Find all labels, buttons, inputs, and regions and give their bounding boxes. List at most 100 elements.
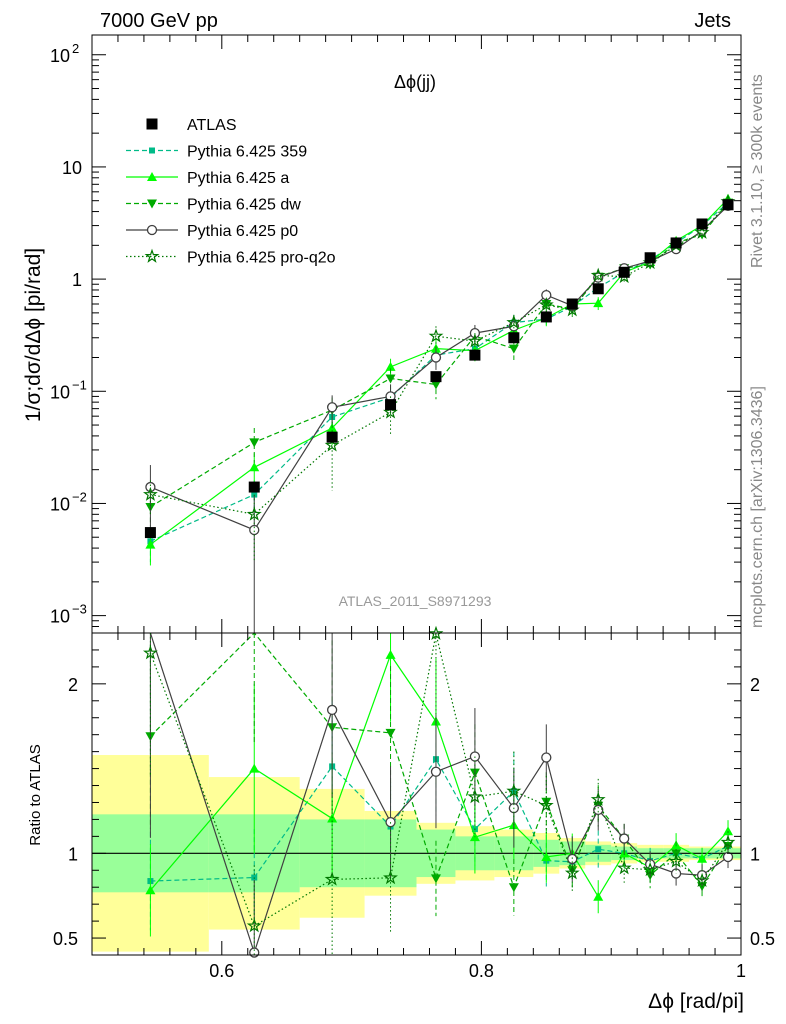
ratio-point [249,763,260,773]
ratio-point [595,846,602,853]
data-point [428,328,444,343]
ratio-y-tick-label-right: 1 [750,844,760,864]
ratio-y-tick-label: 1 [68,844,78,864]
ratio-point [508,883,519,893]
plot-label: Δϕ(jj) [394,72,436,92]
data-point [592,283,604,295]
data-point [383,404,398,419]
legend-label: Pythia 6.425 a [187,170,289,187]
ratio-point [642,861,658,877]
data-point [430,380,441,390]
data-point [538,296,554,312]
data-point [593,298,604,308]
data-point [590,267,606,282]
ratio-point [385,649,396,659]
data-point [670,237,682,249]
ratio-point [668,853,684,868]
ratio-line [150,758,729,882]
ratio-point [722,851,734,863]
data-point [142,486,158,501]
ratio-point [327,813,338,823]
data-point [385,361,396,371]
ratio-frame [91,632,742,956]
legend-marker [146,118,158,130]
series-line [150,201,729,515]
legend-marker [147,199,157,209]
data-point [385,399,397,411]
y-tick-exponent: −1 [72,377,87,392]
ratio-point [467,788,483,804]
data-point [566,298,578,310]
data-point [248,481,260,493]
data-point [251,491,258,498]
rivet-info: Rivet 3.1.10, ≥ 300k events [749,74,766,268]
mcplots-info: mcplots.cern.ch [arXiv:1306.3436] [749,386,766,628]
ratio-point [326,704,338,716]
data-point [326,431,338,443]
data-point [508,344,519,354]
ratio-point [697,853,708,863]
ratio-point [616,860,632,875]
analysis-id: ATLAS_2011_S8971293 [339,593,492,609]
legend-marker [146,224,158,236]
legend: ATLAS Pythia 6.425 359 Pythia 6.425 a Pythi… [126,117,336,267]
x-axis-label: Δϕ [rad/pi] [648,990,744,1013]
y-tick-label: 10 [50,494,70,514]
ratio-point [593,891,604,901]
y-tick-label: 10 [62,158,82,178]
data-point [249,524,260,536]
ratio-point [142,645,158,660]
legend-marker [144,248,160,263]
ratio-point [564,865,580,880]
ratio-y-tick-label: 2 [68,675,78,695]
data-point [644,252,656,264]
ratio-y-axis-label: Ratio to ATLAS [27,744,44,845]
ratio-point [593,804,604,816]
ratio-point [246,918,262,933]
data-point [467,333,483,348]
header-left: 7000 GeV pp [100,10,218,32]
ratio-line [149,632,729,889]
ratio-point [506,783,522,798]
data-point [145,539,156,549]
data-point [324,437,340,452]
y-tick-exponent: 2 [72,41,79,56]
header-right: Jets [694,10,731,32]
ratio-point [385,728,396,738]
y-tick-label: 10 [50,607,70,627]
ratio-point [720,834,736,849]
x-tick-label: 0.6 [209,961,234,981]
data-point [618,266,630,278]
ratio-point [324,871,340,886]
ratio-point [430,874,441,884]
main-y-axis-label: 1/σ;dσ/dΔϕ [pi/rad] [22,248,45,422]
ratio-point [428,625,444,640]
ratio-point [430,766,442,777]
y-tick-exponent: −3 [72,602,87,617]
ratio-point [694,872,710,887]
x-tick-label: 1 [736,961,746,981]
ratio-point [541,752,552,763]
data-point [469,349,481,361]
ratio-panel [92,625,741,958]
ratio-point [145,885,156,895]
ratio-y-tick-label-right: 2 [750,675,760,695]
ratio-point [619,833,630,844]
ratio-y-tick-label: 0.5 [53,929,78,949]
ratio-point [541,852,552,861]
data-point [430,371,442,383]
data-point [144,527,156,539]
ratio-point [541,797,552,807]
main-panel [142,193,736,633]
data-point [430,352,442,363]
data-point [249,462,260,472]
ratio-point [590,791,606,806]
y-tick-exponent: −2 [72,489,87,504]
data-point [696,218,708,230]
data-point [722,199,734,211]
data-point [326,402,338,413]
ratio-point [383,870,398,885]
y-tick-label: 10 [50,382,70,402]
legend-label: ATLAS [187,117,237,134]
